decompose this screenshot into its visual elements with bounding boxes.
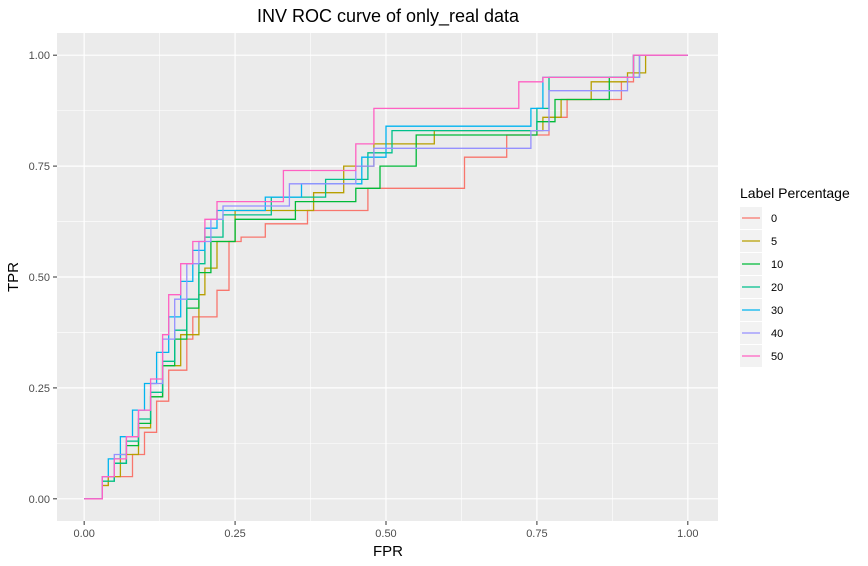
y-tick-label: 1.00: [29, 50, 50, 62]
legend-label: 50: [771, 351, 783, 363]
legend-title: Label Percentage: [740, 185, 850, 201]
legend-label: 20: [771, 282, 783, 294]
x-tick-label: 1.00: [677, 528, 698, 540]
y-tick-label: 0.50: [29, 272, 50, 284]
legend-label: 5: [771, 236, 777, 248]
series-lines: [84, 54, 688, 500]
legend-items: 0 5 10 20 30 40 50: [740, 207, 783, 367]
grid: [57, 33, 718, 521]
y-tick-label: 0.00: [29, 494, 50, 506]
x-tick-label: 0.00: [73, 528, 94, 540]
y-tick-label: 0.75: [29, 161, 50, 173]
legend-label: 10: [771, 259, 783, 271]
series-line-10: [84, 54, 688, 500]
x-tick-label: 0.50: [375, 528, 396, 540]
legend: Label Percentage 0 5 10 20 30 40 50: [740, 185, 850, 367]
series-line-20: [84, 54, 688, 500]
x-tick-label: 0.75: [526, 528, 547, 540]
legend-label: 0: [771, 213, 777, 225]
x-tick-label: 0.25: [224, 528, 245, 540]
axis-ticks: 0.00 0.25 0.50 0.75 1.00 0.00 0.25 0.50 0.75 1.00: [29, 50, 699, 540]
y-tick-label: 0.25: [29, 383, 50, 395]
x-axis-title: FPR: [373, 543, 403, 560]
y-axis-title: TPR: [5, 262, 22, 292]
legend-label: 30: [771, 305, 783, 317]
chart-title: INV ROC curve of only_real data: [257, 6, 520, 27]
legend-label: 40: [771, 328, 783, 340]
series-line-50: [84, 54, 688, 500]
